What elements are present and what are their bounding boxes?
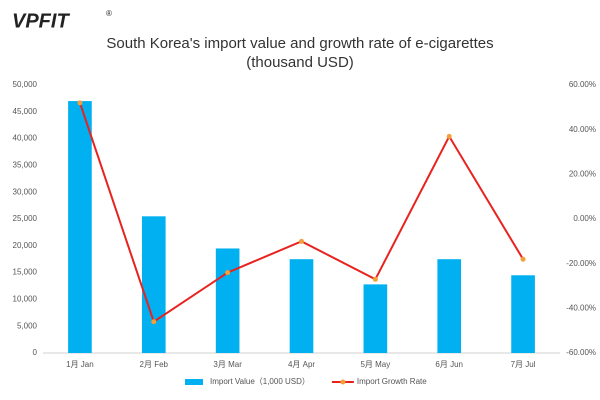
y-tick-label: 15,000 <box>13 268 38 277</box>
y-tick-label: 0 <box>33 348 38 357</box>
x-tick-label: 1月 Jan <box>66 360 94 369</box>
bar <box>68 101 92 353</box>
y-tick-label: 25,000 <box>13 214 38 223</box>
line-marker <box>299 238 304 244</box>
legend-label: Import Value（1,000 USD） <box>210 377 310 386</box>
y2-tick-label: 60.00% <box>569 80 596 89</box>
bar <box>289 259 314 353</box>
line-marker <box>372 276 378 282</box>
y-tick-label: 10,000 <box>13 295 38 304</box>
y-tick-label: 5,000 <box>17 321 38 330</box>
y2-tick-label: -40.00% <box>566 303 596 312</box>
bar <box>215 248 240 353</box>
bar <box>437 259 462 353</box>
x-tick-label: 2月 Feb <box>140 360 169 369</box>
y-tick-label: 30,000 <box>13 187 38 196</box>
line-marker <box>151 319 157 325</box>
y-tick-label: 20,000 <box>13 241 38 250</box>
y2-tick-label: 40.00% <box>569 125 596 134</box>
line-marker <box>77 100 83 106</box>
line-marker <box>446 133 452 139</box>
y2-tick-label: -20.00% <box>566 259 596 268</box>
bar <box>141 216 166 353</box>
logo-mark: ® <box>106 9 112 18</box>
y-tick-label: 35,000 <box>13 161 38 170</box>
legend-swatch <box>185 379 203 385</box>
y-tick-label: 45,000 <box>13 107 38 116</box>
y-tick-label: 40,000 <box>13 134 38 143</box>
y-tick-label: 50,000 <box>13 80 38 89</box>
y2-tick-label: 20.00% <box>569 169 596 178</box>
legend-marker <box>340 379 346 385</box>
x-tick-label: 6月 Jun <box>435 360 463 369</box>
bar <box>511 275 535 353</box>
logo: VPFIT <box>12 10 70 32</box>
x-tick-label: 5月 May <box>360 360 390 369</box>
chart-subtitle: (thousand USD) <box>246 54 354 71</box>
line-marker <box>225 270 231 276</box>
x-tick-label: 4月 Apr <box>288 360 315 369</box>
x-tick-label: 7月 Jul <box>511 360 536 369</box>
line-marker <box>520 256 526 262</box>
bar <box>363 284 388 353</box>
y2-tick-label: -60.00% <box>566 348 596 357</box>
y2-tick-label: 0.00% <box>573 214 596 223</box>
legend-label: Import Growth Rate <box>357 377 427 386</box>
x-tick-label: 3月 Mar <box>213 360 242 369</box>
chart-title: South Korea's import value and growth ra… <box>106 35 493 52</box>
